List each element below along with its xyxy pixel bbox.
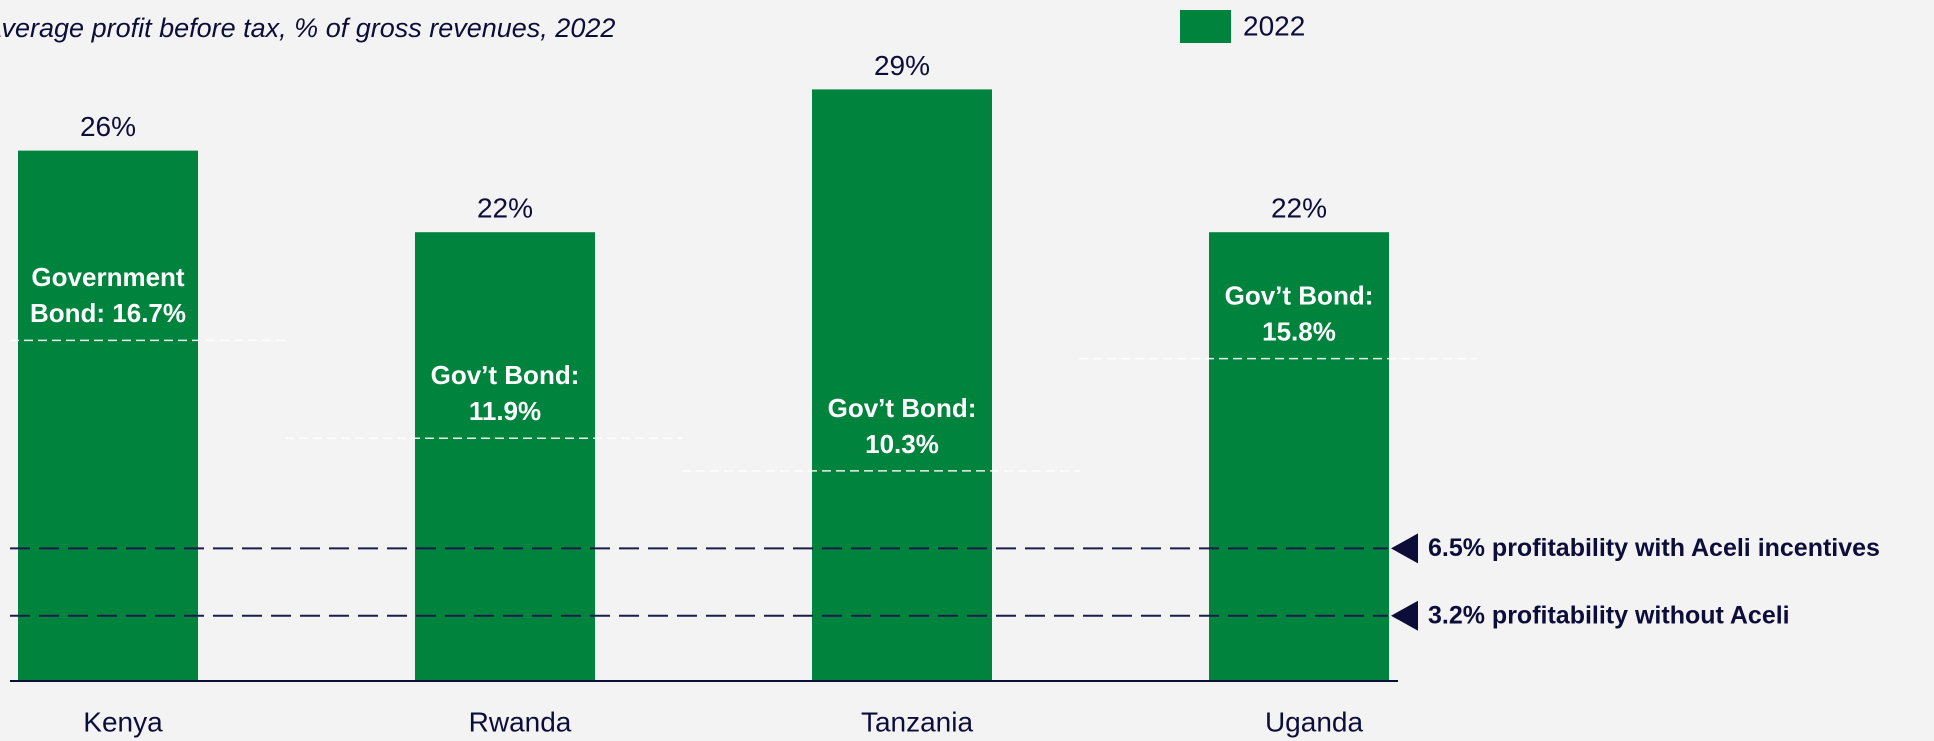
reference-arrow: [1391, 600, 1418, 631]
value-label: 26%: [80, 111, 136, 142]
reference-label: 6.5% profitability with Aceli incentives: [1428, 534, 1880, 562]
value-label: 22%: [477, 193, 533, 224]
bar: [1209, 232, 1389, 681]
bond-label: Gov’t Bond:: [1225, 281, 1374, 311]
bond-label: Government: [31, 262, 184, 292]
x-tick-label: Rwanda: [469, 706, 572, 737]
bond-label: 11.9%: [469, 396, 541, 426]
x-tick-label: Tanzania: [861, 706, 974, 737]
bond-label: Bond: 16.7%: [30, 298, 186, 328]
value-label: 29%: [874, 50, 930, 81]
legend-swatch: [1180, 10, 1231, 43]
chart-title: Average profit before tax, % of gross re…: [0, 13, 615, 43]
reference-arrow: [1391, 533, 1418, 564]
bond-label: Gov’t Bond:: [828, 393, 977, 423]
bond-label: 15.8%: [1262, 317, 1336, 347]
x-tick-label: Kenya: [83, 706, 163, 737]
legend-label: 2022: [1243, 10, 1305, 41]
bar: [812, 89, 992, 681]
reference-label: 3.2% profitability without Aceli: [1428, 601, 1790, 629]
bond-label: 10.3%: [865, 429, 939, 459]
bar: [18, 150, 198, 682]
value-label: 22%: [1271, 193, 1327, 224]
bond-label: Gov’t Bond:: [431, 360, 580, 390]
x-tick-label: Uganda: [1265, 706, 1364, 737]
bar: [415, 232, 595, 681]
